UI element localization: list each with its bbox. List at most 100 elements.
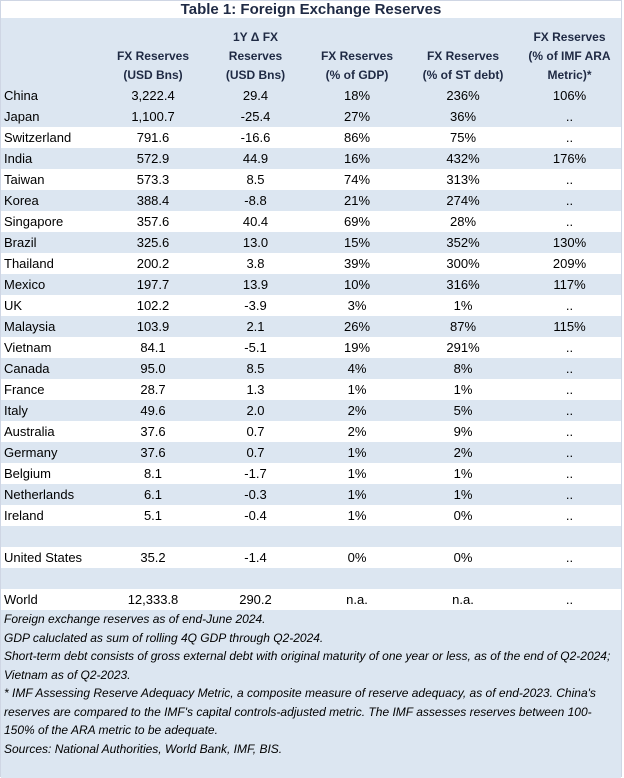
cell-reserves-usd: 84.1 [101,337,205,358]
cell-reserves-usd: 200.2 [101,253,205,274]
cell-reserves-usd: 102.2 [101,295,205,316]
cell-change-usd: 8.5 [205,169,306,190]
cell-change-usd: 290.2 [205,589,306,610]
cell-pct-imf-ara: .. [518,211,621,232]
cell-change-usd: 3.8 [205,253,306,274]
table-row-world: World 12,333.8 290.2 n.a. n.a... [1,589,621,610]
cell-pct-imf-ara: .. [518,106,621,127]
cell-change-usd: 40.4 [205,211,306,232]
cell-pct-st-debt: 300% [408,253,518,274]
cell-change-usd: 44.9 [205,148,306,169]
table-row: Belgium 8.1 -1.7 1% 1%.. [1,463,621,484]
table-row: Korea 388.4 -8.8 21% 274%.. [1,190,621,211]
cell-change-usd: 1.3 [205,379,306,400]
cell-pct-imf-ara: .. [518,547,621,568]
cell-pct-gdp: 39% [306,253,408,274]
table-row-united-states: United States 35.2 -1.4 0% 0%.. [1,547,621,568]
cell-pct-gdp: 4% [306,358,408,379]
table-row: Japan 1,100.7 -25.4 27% 36%.. [1,106,621,127]
table-row: Australia 37.6 0.7 2% 9%.. [1,421,621,442]
cell-pct-st-debt: 5% [408,400,518,421]
cell-country: Malaysia [1,316,101,337]
cell-pct-st-debt: 8% [408,358,518,379]
note-reserves-date: Foreign exchange reserves as of end-June… [4,612,266,626]
cell-change-usd: -1.4 [205,547,306,568]
cell-reserves-usd: 95.0 [101,358,205,379]
cell-pct-st-debt: 1% [408,379,518,400]
cell-change-usd: -25.4 [205,106,306,127]
cell-reserves-usd: 49.6 [101,400,205,421]
cell-reserves-usd: 1,100.7 [101,106,205,127]
fx-reserves-table: FX Reserves (USD Bns) 1Y Δ FX Reserves (… [1,18,621,610]
cell-pct-imf-ara: .. [518,169,621,190]
header-fx-reserves-st-debt: FX Reserves (% of ST debt) [408,18,518,85]
cell-pct-imf-ara: .. [518,337,621,358]
note-short-term-debt: Short-term debt consists of gross extern… [4,649,611,682]
header-fx-reserves-gdp: FX Reserves (% of GDP) [306,18,408,85]
cell-change-usd: -0.3 [205,484,306,505]
cell-change-usd: 2.1 [205,316,306,337]
table-row: Singapore 357.6 40.4 69% 28%.. [1,211,621,232]
cell-country: Ireland [1,505,101,526]
table-body: China 3,222.4 29.4 18% 236% 106% Japan 1,100.7-… [1,85,621,610]
table-row: Italy 49.6 2.0 2% 5%.. [1,400,621,421]
cell-pct-imf-ara: .. [518,127,621,148]
cell-reserves-usd: 388.4 [101,190,205,211]
cell-country: Germany [1,442,101,463]
cell-pct-gdp: 1% [306,379,408,400]
cell-country: Mexico [1,274,101,295]
cell-change-usd: -1.7 [205,463,306,484]
table-title: Table 1: Foreign Exchange Reserves [180,1,442,18]
spacer-cell [1,568,621,589]
cell-pct-st-debt: 316% [408,274,518,295]
cell-pct-gdp: 16% [306,148,408,169]
table-notes: Foreign exchange reserves as of end-June… [1,610,621,778]
cell-pct-imf-ara: .. [518,358,621,379]
cell-change-usd: -5.1 [205,337,306,358]
cell-pct-imf-ara: 130% [518,232,621,253]
cell-pct-gdp: 69% [306,211,408,232]
cell-pct-st-debt: 236% [408,85,518,106]
cell-pct-imf-ara: .. [518,484,621,505]
cell-pct-st-debt: 2% [408,442,518,463]
cell-pct-gdp: 1% [306,442,408,463]
table-row: Malaysia 103.9 2.1 26% 87% 115% [1,316,621,337]
cell-pct-st-debt: 0% [408,547,518,568]
cell-pct-gdp: 1% [306,463,408,484]
cell-reserves-usd: 357.6 [101,211,205,232]
header-fx-reserves-usd: FX Reserves (USD Bns) [101,18,205,85]
cell-pct-st-debt: 87% [408,316,518,337]
header-fx-reserves-imf-ara: FX Reserves (% of IMF ARA Metric)* [518,18,621,85]
cell-pct-st-debt: 352% [408,232,518,253]
cell-pct-gdp: 26% [306,316,408,337]
cell-reserves-usd: 3,222.4 [101,85,205,106]
cell-reserves-usd: 197.7 [101,274,205,295]
cell-pct-st-debt: 1% [408,463,518,484]
cell-change-usd: -3.9 [205,295,306,316]
cell-pct-st-debt: 75% [408,127,518,148]
table-row: Germany 37.6 0.7 1% 2%.. [1,442,621,463]
spacer-row [1,526,621,547]
cell-pct-gdp: 10% [306,274,408,295]
cell-pct-imf-ara: 117% [518,274,621,295]
cell-country: China [1,85,101,106]
header-row: FX Reserves (USD Bns) 1Y Δ FX Reserves (… [1,18,621,85]
cell-country: France [1,379,101,400]
note-gdp: GDP caluclated as sum of rolling 4Q GDP … [4,630,324,645]
cell-pct-gdp: 19% [306,337,408,358]
cell-pct-gdp: 0% [306,547,408,568]
cell-change-usd: -16.6 [205,127,306,148]
cell-country: World [1,589,101,610]
cell-pct-gdp: 15% [306,232,408,253]
spacer-cell [1,526,621,547]
cell-country: Singapore [1,211,101,232]
cell-pct-gdp: 18% [306,85,408,106]
cell-country: Korea [1,190,101,211]
cell-pct-gdp: n.a. [306,589,408,610]
cell-pct-st-debt: 9% [408,421,518,442]
cell-pct-gdp: 1% [306,505,408,526]
cell-pct-gdp: 27% [306,106,408,127]
cell-country: Australia [1,421,101,442]
cell-country: Japan [1,106,101,127]
